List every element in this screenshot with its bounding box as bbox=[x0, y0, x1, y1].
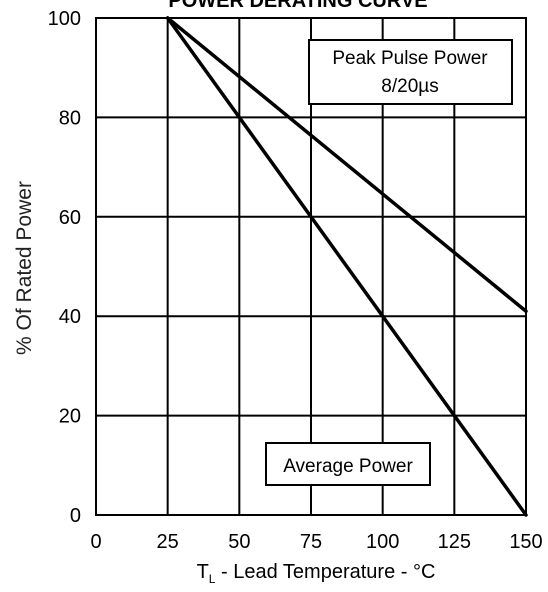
average-power-annotation-box bbox=[265, 442, 431, 486]
y-tick-label: 0 bbox=[70, 505, 81, 527]
x-axis-label-main: T bbox=[197, 561, 209, 583]
x-tick-label: 50 bbox=[228, 531, 250, 553]
x-tick-labels: 0 25 50 75 100 125 150 bbox=[90, 531, 542, 553]
peak-pulse-annotation-line2: 8/20µs bbox=[381, 76, 438, 97]
y-axis-label: % Of Rated Power bbox=[13, 181, 36, 355]
x-tick-label: 0 bbox=[90, 531, 101, 553]
chart-title: POWER DERATING CURVE bbox=[168, 0, 427, 12]
series-lines bbox=[165, 16, 528, 517]
series-line-average-power bbox=[165, 16, 528, 517]
y-tick-labels: 0 20 40 60 80 100 bbox=[48, 8, 81, 527]
x-tick-label: 75 bbox=[300, 531, 322, 553]
series-line-peak-pulse-power bbox=[165, 16, 528, 313]
x-axis-label-rest: - Lead Temperature - °C bbox=[215, 561, 435, 583]
x-axis-label-subscript: L bbox=[209, 572, 216, 586]
y-tick-label: 100 bbox=[48, 8, 81, 30]
x-axis-label: TL - Lead Temperature - °C bbox=[197, 561, 436, 586]
x-tick-label: 25 bbox=[157, 531, 179, 553]
peak-pulse-annotation-box bbox=[308, 39, 513, 105]
average-power-annotation: Average Power bbox=[283, 456, 413, 477]
x-tick-label: 150 bbox=[509, 531, 542, 553]
y-tick-label: 40 bbox=[59, 306, 81, 328]
x-tick-label: 100 bbox=[366, 531, 399, 553]
peak-pulse-annotation-line1: Peak Pulse Power bbox=[332, 48, 488, 69]
x-tick-label: 125 bbox=[438, 531, 471, 553]
y-tick-label: 80 bbox=[59, 107, 81, 129]
y-tick-label: 60 bbox=[59, 207, 81, 229]
y-tick-label: 20 bbox=[59, 406, 81, 428]
